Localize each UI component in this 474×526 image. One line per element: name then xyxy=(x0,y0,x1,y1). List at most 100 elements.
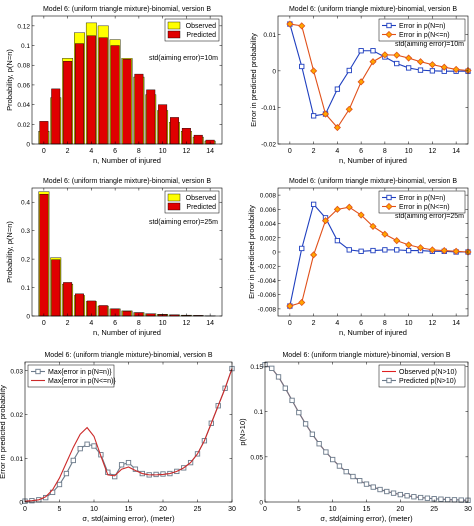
x-tick-label: 25 xyxy=(430,506,438,513)
x-tick-label: 20 xyxy=(396,506,404,513)
y-tick-label: -0.008 xyxy=(258,306,277,313)
x-axis-label: n, Number of injured xyxy=(93,328,161,337)
x-tick-label: 0 xyxy=(42,320,46,327)
series-1-point xyxy=(358,48,364,54)
series-2-point xyxy=(357,78,365,86)
x-tick-label: 0 xyxy=(42,148,46,155)
x-tick-label: 8 xyxy=(137,148,141,155)
series-line-1 xyxy=(289,203,468,307)
y-axis-label: Error in predicted probability xyxy=(249,33,258,127)
bar-predicted xyxy=(86,35,96,145)
series-2-point xyxy=(363,481,370,487)
x-tick-label: 0 xyxy=(288,148,292,155)
series-2-point xyxy=(381,230,389,238)
chart-panel-e: Model 6: (uniform triangle mixture)-bino… xyxy=(0,352,236,523)
series-2-point xyxy=(445,496,451,503)
x-axis-label: n, Number of injured xyxy=(93,156,161,165)
y-tick-label: 0.3 xyxy=(21,228,30,235)
x-tick-label: 12 xyxy=(182,320,190,327)
chart-panel-d: Model 6: (uniform triangle mixture)-bino… xyxy=(247,178,472,337)
series-2-point xyxy=(393,237,401,245)
x-tick-label: 14 xyxy=(452,320,460,327)
bar-predicted xyxy=(122,59,132,145)
series-2-point xyxy=(416,58,425,66)
series-2-point xyxy=(417,494,424,501)
series-2-point xyxy=(405,54,413,62)
legend: Observed Predicted xyxy=(164,18,220,42)
series-2-point xyxy=(296,409,302,416)
series-2-point xyxy=(390,490,397,496)
bar-predicted xyxy=(146,89,156,145)
series-2-point xyxy=(333,205,341,213)
series-2-point xyxy=(440,63,448,71)
series-line-2 xyxy=(289,206,469,307)
y-axis-label: Error in predicted probability xyxy=(0,385,7,479)
series-2-point xyxy=(345,203,353,211)
legend: Error in p(N=n) Error in p(N<=n) xyxy=(378,18,466,42)
chart-title: Model 6: (uniform triangle mixture)-bino… xyxy=(43,6,211,13)
series-2-point xyxy=(310,251,318,259)
y-tick-label: 0.1 xyxy=(21,43,30,50)
series-2-point xyxy=(316,441,322,447)
y-tick-label: 0.1 xyxy=(21,285,30,292)
std-annotation: std(aiming error)=25m xyxy=(149,219,218,226)
y-tick-label: 0.03 xyxy=(10,368,23,375)
series-2-point xyxy=(298,298,306,307)
plot-frame xyxy=(31,187,223,317)
x-tick-label: 0 xyxy=(23,506,27,513)
x-tick-label: 0 xyxy=(263,506,267,513)
x-tick-label: 4 xyxy=(335,320,339,327)
x-tick-label: 4 xyxy=(89,320,93,327)
x-tick-label: 6 xyxy=(359,320,363,327)
x-axis-label: σ, std(aiming error), (meter) xyxy=(82,514,175,523)
series-2-point xyxy=(321,217,330,225)
x-tick-label: 12 xyxy=(182,148,190,155)
plot-frame xyxy=(277,15,469,145)
series-2-point xyxy=(345,105,353,113)
y-tick-label: 0.15 xyxy=(250,364,263,371)
x-tick-label: 15 xyxy=(363,506,371,513)
legend: Max{error in p(N=n)} Max{error in p(N<=n)… xyxy=(27,364,116,388)
y-tick-label: -0.002 xyxy=(258,264,277,271)
x-tick-label: 10 xyxy=(159,148,167,155)
legend-swatch xyxy=(167,21,181,30)
chart-panel-c: Model 6: (uniform triangle mixture)-bino… xyxy=(5,178,223,337)
series-2-point xyxy=(381,51,389,59)
x-tick-label: 10 xyxy=(405,148,413,155)
series-2-point xyxy=(438,496,444,502)
legend-label: Predicted xyxy=(186,32,216,39)
x-tick-label: 30 xyxy=(464,506,472,513)
series-2-point xyxy=(428,246,436,254)
x-tick-label: 5 xyxy=(58,506,62,513)
series-1-point xyxy=(346,67,352,74)
series-1-point xyxy=(310,201,317,208)
legend: Observed Predicted xyxy=(164,190,220,214)
legend-marker xyxy=(35,368,41,375)
x-tick-label: 10 xyxy=(405,320,413,327)
series-2-point xyxy=(440,247,448,255)
bar-predicted xyxy=(39,194,49,317)
x-tick-label: 2 xyxy=(312,148,316,155)
series-line-2 xyxy=(24,368,233,502)
series-2-point xyxy=(336,463,343,469)
series-1-point xyxy=(118,462,125,468)
bar-predicted xyxy=(146,313,156,317)
legend: Observed p(N>10) Predicted p(N>10) xyxy=(378,364,466,388)
y-tick-label: -0.006 xyxy=(258,292,277,299)
x-tick-label: 10 xyxy=(159,320,167,327)
series-2-point xyxy=(343,469,349,475)
x-tick-label: 14 xyxy=(452,148,460,155)
series-2-point xyxy=(416,244,425,252)
series-line-1 xyxy=(289,23,468,117)
x-axis-label: σ, std(aiming error), (meter) xyxy=(320,514,413,523)
chart-title: Model 6: (uniform triangle mixture)-bino… xyxy=(289,6,457,13)
y-tick-label: 0.01 xyxy=(263,32,276,39)
x-tick-label: 14 xyxy=(206,320,214,327)
bar-predicted xyxy=(75,293,84,317)
series-1-point xyxy=(299,245,305,252)
series-1-point xyxy=(125,459,132,466)
bar-predicted xyxy=(158,104,168,145)
plot-frame xyxy=(31,15,223,145)
x-tick-label: 6 xyxy=(359,148,363,155)
series-1-point xyxy=(358,248,364,254)
